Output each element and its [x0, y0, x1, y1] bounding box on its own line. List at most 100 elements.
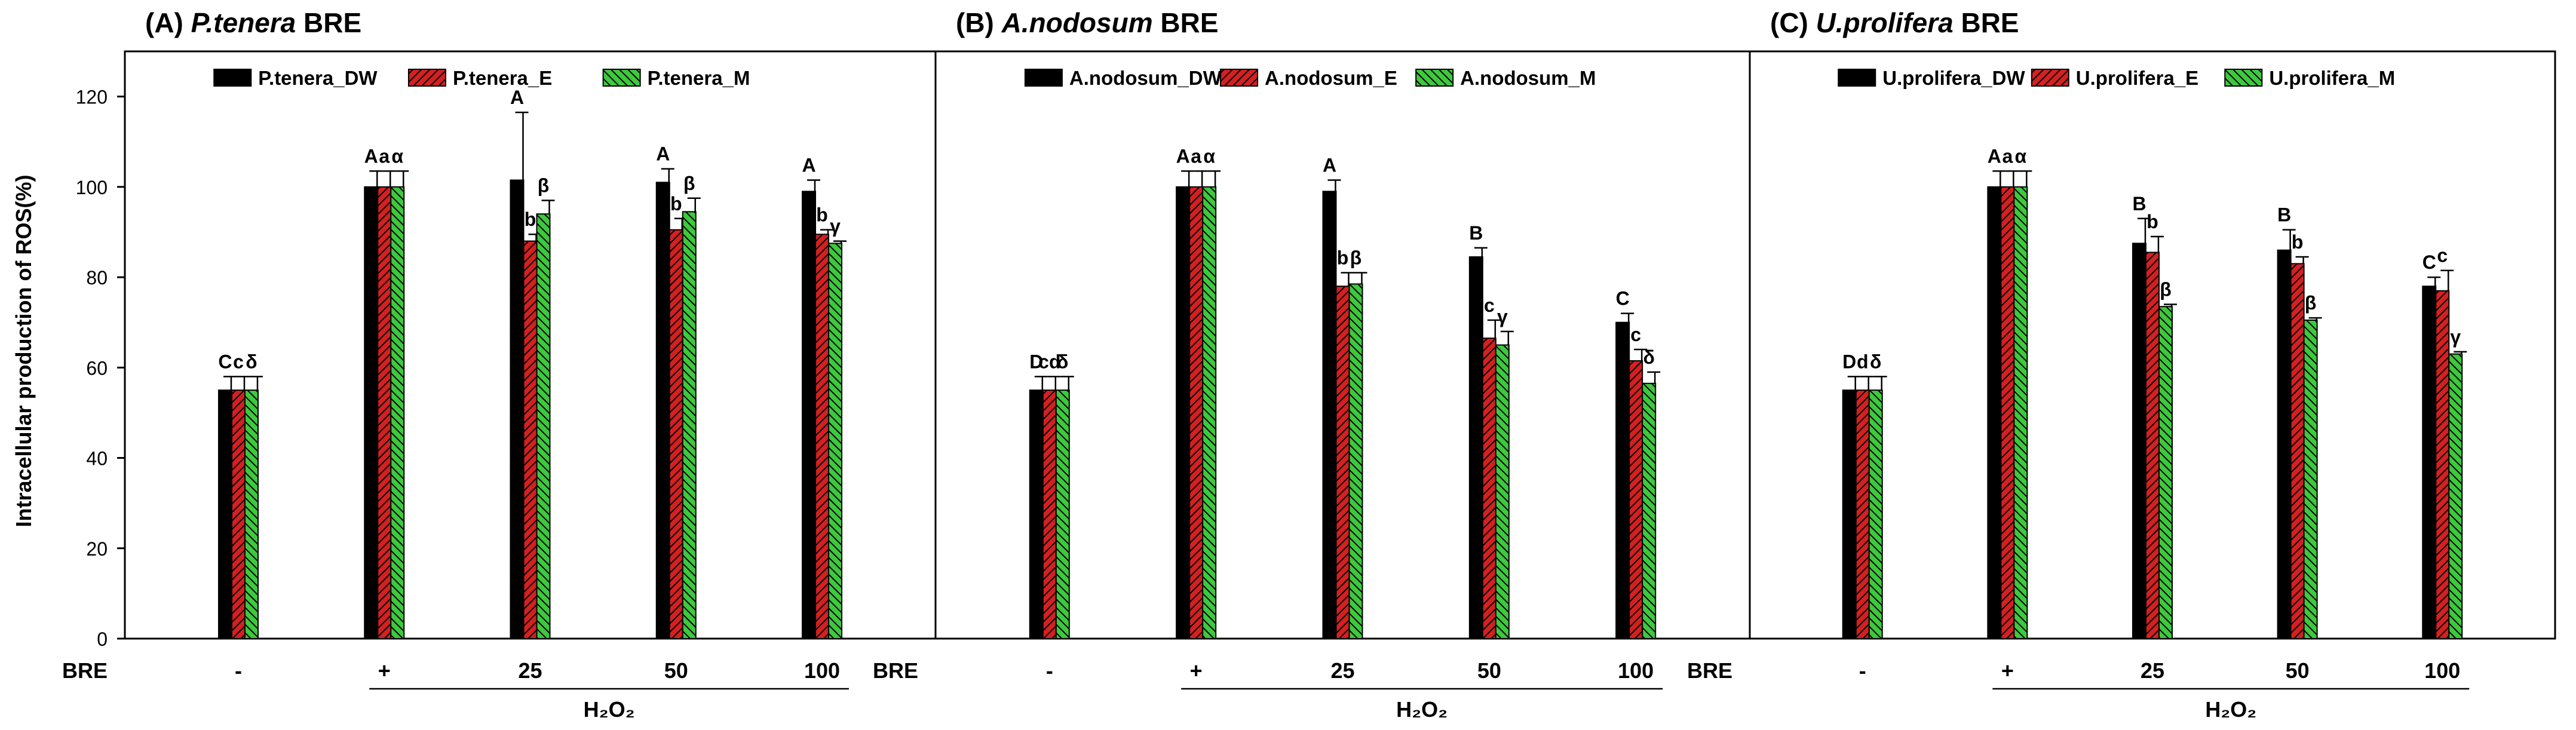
bar-E	[1629, 360, 1643, 639]
bar-E	[1335, 286, 1350, 639]
y-tick-label: 100	[76, 177, 108, 198]
bar-DW	[1322, 191, 1337, 639]
bar-DW	[802, 191, 817, 639]
bar-M	[390, 186, 405, 640]
significance-letter: d	[1857, 351, 1869, 372]
x-category-label: 50	[664, 658, 688, 683]
significance-letter: a	[379, 145, 390, 167]
significance-letter: β	[538, 175, 550, 197]
significance-letter: A	[1988, 145, 2001, 167]
bar-M	[2448, 353, 2463, 639]
significance-letter: C	[2422, 251, 2436, 273]
significance-letter: γ	[1497, 306, 1508, 327]
bar-DW	[1987, 186, 2002, 640]
bar-M	[1348, 283, 1363, 639]
panel-title: (C) U.prolifera BRE	[1770, 7, 2019, 38]
y-tick-label: 40	[86, 448, 108, 470]
bar-E	[2145, 251, 2160, 639]
bar-E	[1482, 338, 1496, 640]
bar-DW	[2277, 249, 2292, 639]
bar-E	[2435, 290, 2450, 639]
y-axis-title: Intracellular production of ROS(%)	[11, 174, 36, 527]
y-tick-label: 80	[86, 267, 108, 289]
legend-label-DW: A.nodosum_DW	[1069, 67, 1222, 89]
treatment-label: H₂O₂	[584, 697, 635, 722]
significance-letter: δ	[1870, 351, 1881, 372]
x-category-label: 25	[1330, 658, 1354, 683]
x-category-label: +	[2001, 658, 2014, 683]
significance-letter: δ	[1057, 351, 1068, 372]
legend-label-M: U.prolifera_M	[2269, 67, 2395, 89]
significance-letter: δ	[246, 351, 257, 372]
x-category-label: 50	[2286, 658, 2310, 683]
bar-E	[523, 240, 538, 640]
significance-letter: δ	[1643, 346, 1654, 368]
legend-swatch-M	[2224, 69, 2263, 87]
bar-DW	[364, 186, 379, 640]
bar-DW	[1615, 321, 1630, 639]
bar-DW	[1176, 186, 1191, 640]
bar-M	[1055, 389, 1070, 639]
significance-letter: c	[2437, 245, 2448, 266]
significance-letter: D	[1842, 351, 1856, 372]
significance-letter: B	[2132, 193, 2146, 214]
panel-title-suffix: BRE	[1954, 7, 2019, 38]
bar-E	[1855, 389, 1870, 639]
significance-letter: c	[233, 351, 244, 372]
x-category-label: 25	[518, 658, 542, 683]
bar-E	[815, 234, 830, 639]
significance-letter: b	[816, 204, 828, 226]
panel-0: (A) P.tenera BRE P.tenera_DW P.tenera_E P.t…	[62, 7, 937, 722]
bar-M	[2013, 186, 2028, 640]
panel-title-species: U.prolifera	[1816, 7, 1954, 38]
panel-title-species: A.nodosum	[1001, 7, 1153, 38]
significance-letter: A	[364, 145, 378, 167]
panel-1: (B) A.nodosum BRE A.nodosum_DW A.nodosum_E…	[873, 7, 1751, 722]
bar-E	[1042, 389, 1057, 639]
bar-M	[1495, 344, 1510, 639]
significance-letter: C	[218, 351, 232, 372]
panel-title-prefix: (B)	[956, 7, 1002, 38]
panel-title-prefix: (C)	[1770, 7, 1816, 38]
legend-swatch-DW	[213, 69, 252, 87]
panel-title: (B) A.nodosum BRE	[956, 7, 1219, 38]
x-category-label: 50	[1477, 658, 1501, 683]
significance-letter: b	[2146, 211, 2158, 232]
significance-letter: C	[1616, 288, 1630, 309]
y-tick-label: 120	[76, 87, 108, 108]
significance-letter: b	[670, 193, 682, 214]
x-row-label: BRE	[1687, 658, 1732, 683]
legend-label-E: P.tenera_E	[453, 67, 552, 89]
legend-label-DW: U.prolifera_DW	[1882, 67, 2025, 89]
significance-letter: B	[1469, 222, 1483, 244]
bar-DW	[1029, 389, 1044, 639]
bar-DW	[1468, 256, 1483, 639]
x-category-label: -	[235, 658, 242, 683]
bar-M	[244, 389, 259, 639]
panel-2: (C) U.prolifera BRE U.prolifera_DW U.proli…	[1687, 7, 2556, 722]
bar-M	[1642, 382, 1657, 639]
bar-E	[377, 186, 392, 640]
significance-letter: A	[1176, 145, 1190, 167]
panel-title: (A) P.tenera BRE	[145, 7, 361, 38]
x-category-label: 25	[2140, 658, 2164, 683]
panel-title-species: P.tenera	[191, 7, 296, 38]
legend-label-M: P.tenera_M	[648, 67, 750, 89]
legend-label-E: U.prolifera_E	[2076, 67, 2198, 89]
significance-letter: b	[2292, 231, 2304, 253]
legend-swatch-E	[1220, 69, 1259, 87]
treatment-label: H₂O₂	[2205, 697, 2256, 722]
x-category-label: 100	[2424, 658, 2460, 683]
significance-letter: α	[2015, 145, 2027, 167]
significance-letter: α	[1203, 145, 1215, 167]
significance-letter: B	[2277, 204, 2291, 226]
legend-label-DW: P.tenera_DW	[258, 67, 378, 89]
bar-DW	[2422, 286, 2437, 639]
bar-M	[1868, 389, 1883, 639]
significance-letter: cd	[1038, 351, 1060, 372]
panel-title-suffix: BRE	[296, 7, 361, 38]
panel-title-prefix: (A)	[145, 7, 191, 38]
bar-E	[2000, 186, 2015, 640]
bar-M	[682, 211, 697, 639]
significance-letter: A	[1323, 155, 1336, 176]
